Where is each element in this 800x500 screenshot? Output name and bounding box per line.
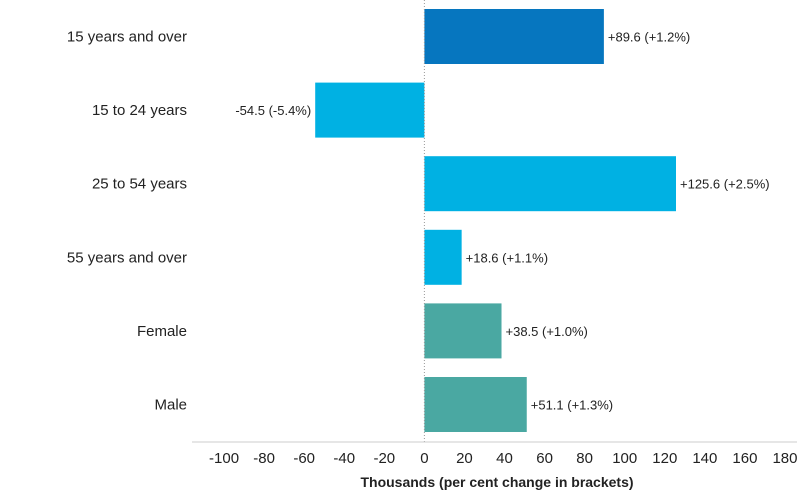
data-label-3: +18.6 (+1.1%) (466, 250, 548, 265)
data-label-2: +125.6 (+2.5%) (680, 177, 770, 192)
x-tick-label-0: -100 (209, 450, 239, 467)
x-tick-label-8: 60 (536, 450, 553, 467)
category-label-0: 15 years and over (67, 29, 187, 46)
x-tick-label-7: 40 (496, 450, 513, 467)
x-tick-label-10: 100 (612, 450, 637, 467)
bar-1 (315, 82, 425, 138)
x-tick-label-12: 140 (692, 450, 717, 467)
bar-5 (424, 377, 527, 432)
x-tick-label-9: 80 (576, 450, 593, 467)
x-tick-label-11: 120 (652, 450, 677, 467)
x-tick-label-5: 0 (420, 450, 428, 467)
category-label-2: 25 to 54 years (92, 176, 187, 193)
category-label-3: 55 years and over (67, 249, 187, 266)
data-label-4: +38.5 (+1.0%) (506, 324, 588, 339)
bar-3 (424, 229, 462, 285)
x-tick-labels: -100 -80 -60 -40 -20 0 20 40 60 80 100 120 140 160 180 (209, 450, 797, 467)
data-labels: +89.6 (+1.2%) -54.5 (-5.4%) +125.6 (+2.5%)… (235, 30, 769, 413)
bar-0 (424, 9, 604, 64)
category-label-5: Male (154, 397, 187, 414)
category-label-1: 15 to 24 years (92, 102, 187, 119)
data-label-0: +89.6 (+1.2%) (608, 30, 690, 45)
x-tick-label-2: -60 (293, 450, 315, 467)
data-label-1: -54.5 (-5.4%) (235, 103, 311, 118)
x-tick-label-3: -40 (333, 450, 355, 467)
category-labels: 15 years and over 15 to 24 years 25 to 54 … (67, 29, 187, 414)
x-tick-label-1: -80 (253, 450, 275, 467)
x-tick-label-14: 180 (772, 450, 797, 467)
bar-4 (424, 303, 502, 359)
bars-layer (315, 9, 676, 432)
category-label-4: Female (137, 323, 187, 340)
x-tick-label-13: 160 (732, 450, 757, 467)
x-tick-label-6: 20 (456, 450, 473, 467)
data-label-5: +51.1 (+1.3%) (531, 398, 613, 413)
x-axis-title: Thousands (per cent change in brackets) (360, 474, 633, 490)
bar-2 (424, 156, 676, 212)
x-tick-label-4: -20 (373, 450, 395, 467)
